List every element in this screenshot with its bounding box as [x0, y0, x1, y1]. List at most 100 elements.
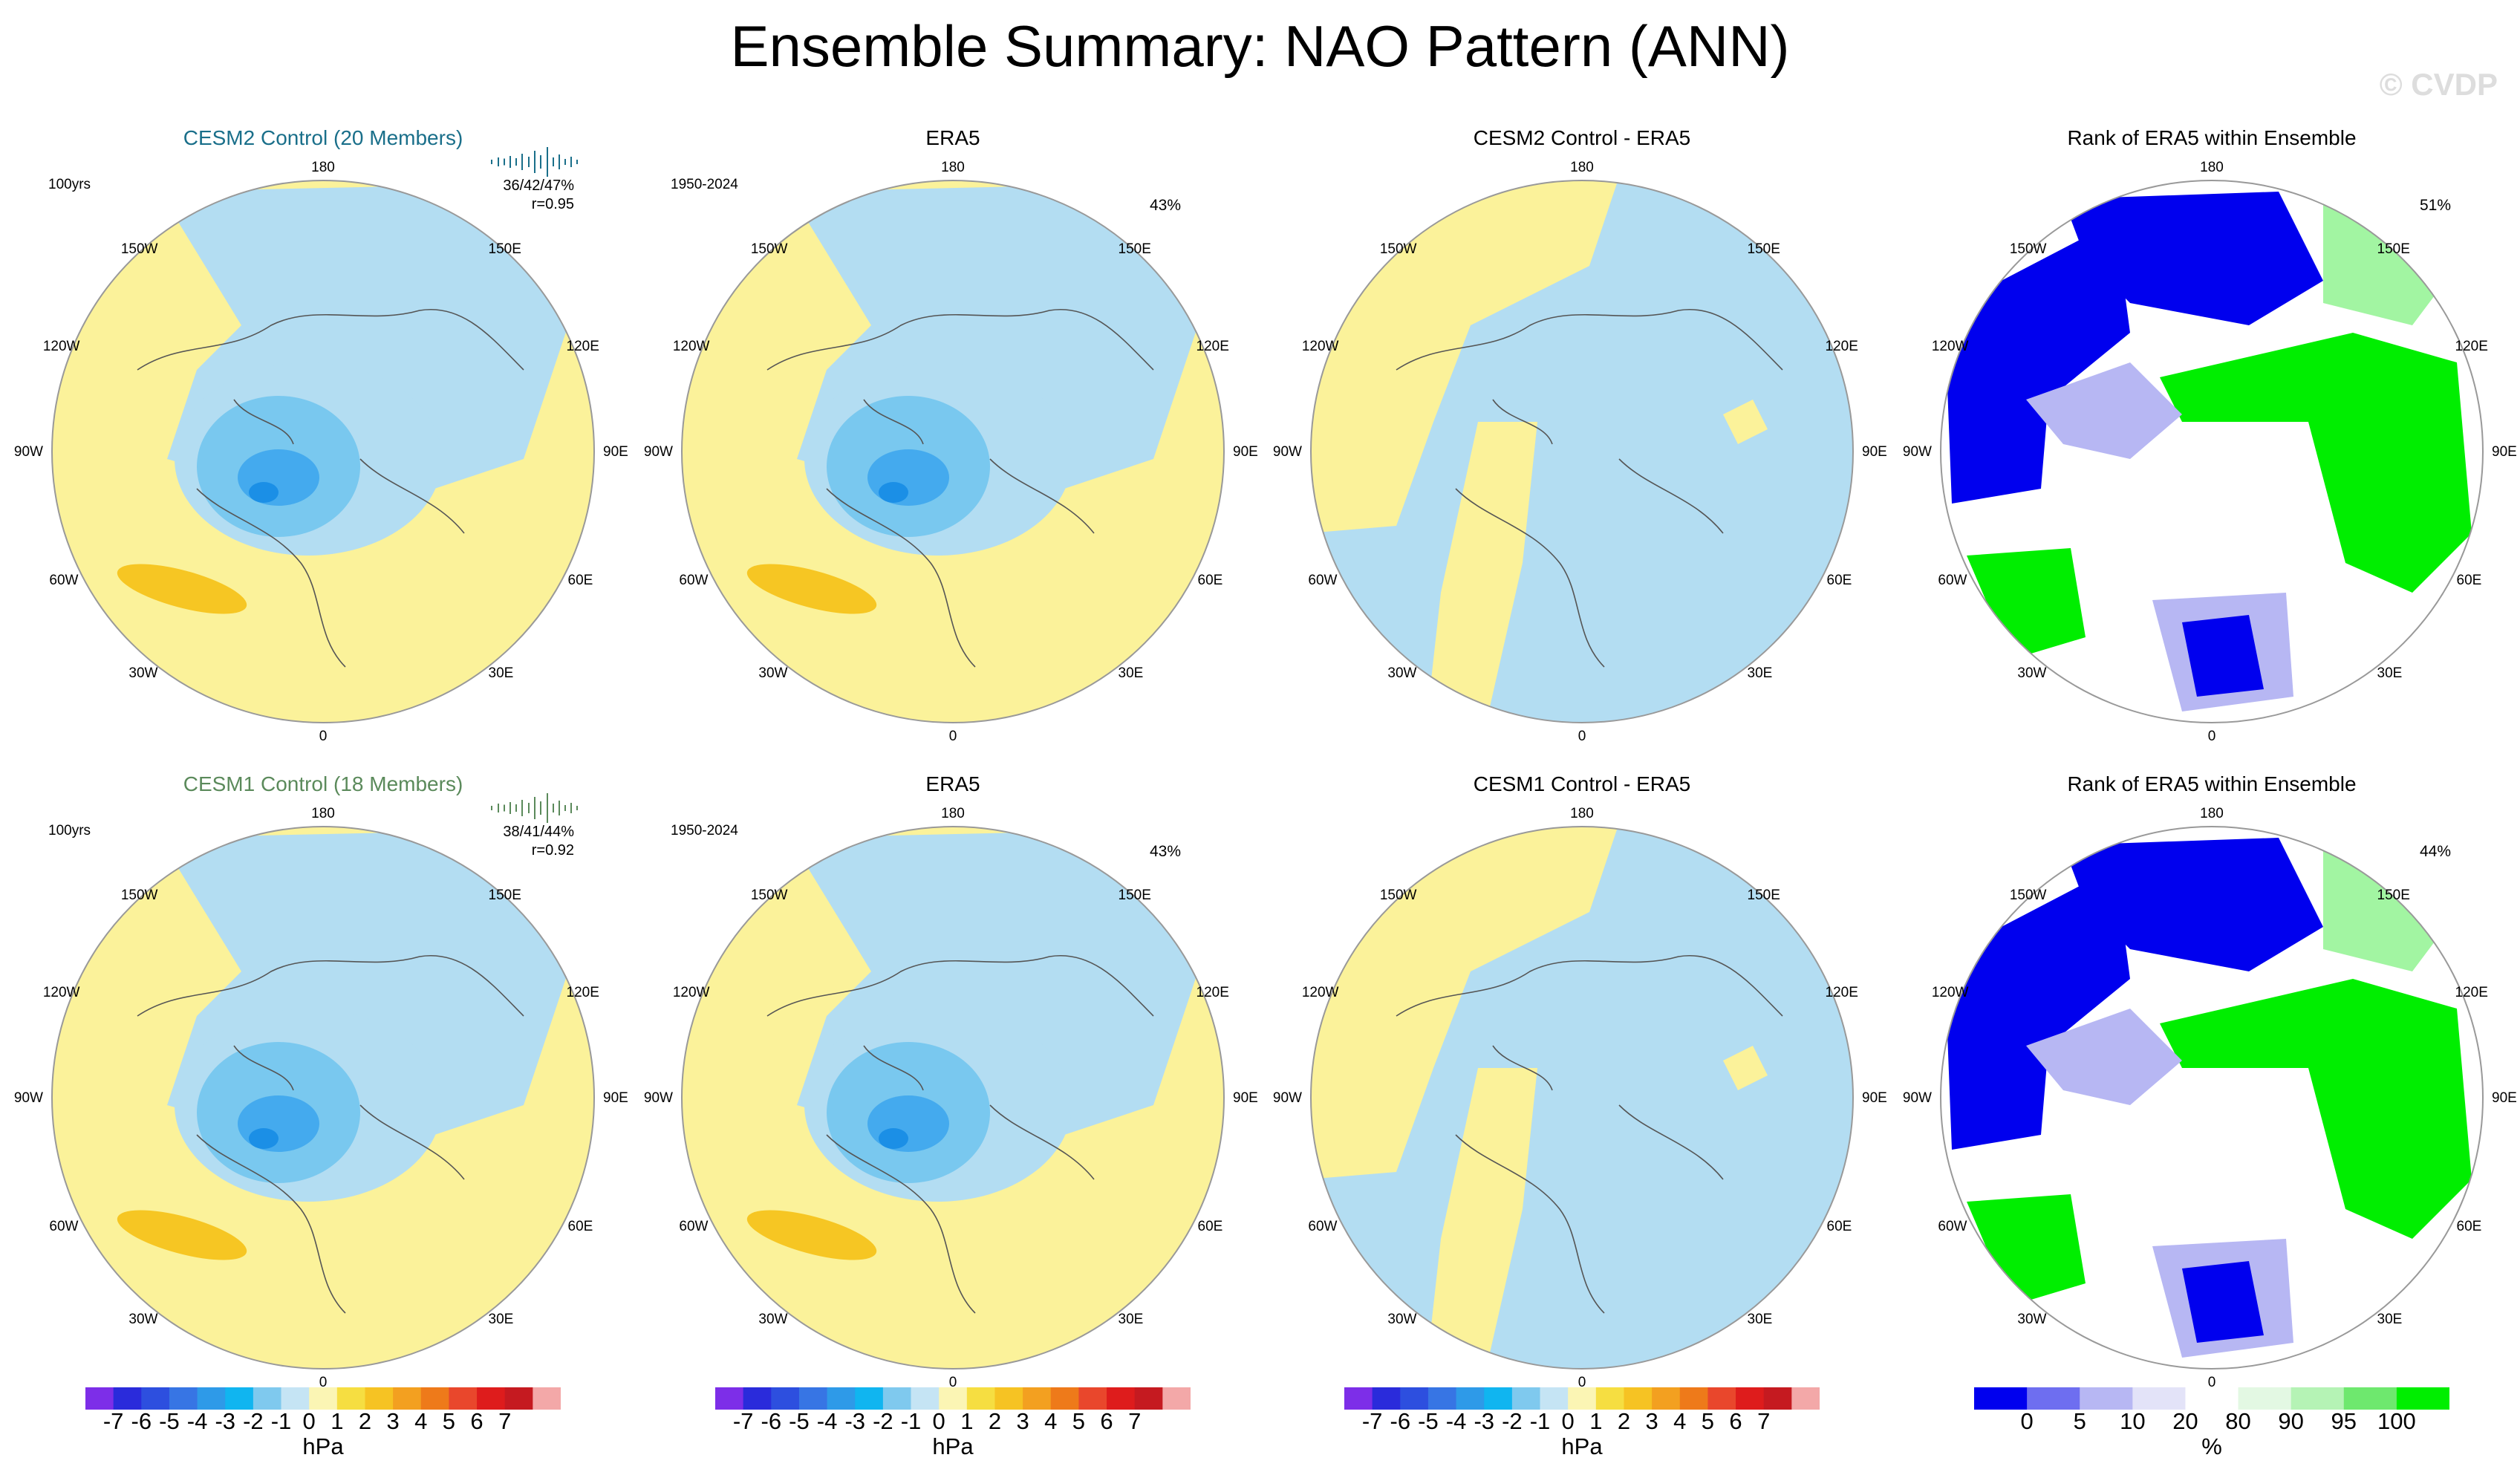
panel-era5b-period: 1950-2024 — [671, 823, 738, 838]
panel-rank2-lon-l60: 60W — [1938, 572, 1967, 588]
panel-rank2-map — [1940, 180, 2484, 723]
panel-rank2-lon-r30: 30E — [2377, 665, 2403, 681]
panel-diff2-lon-r120: 120E — [1825, 338, 1858, 354]
colorbar-hpa-tick: -7 — [102, 1408, 124, 1434]
colorbar-rank-tick: 90 — [2278, 1408, 2304, 1434]
colorbar-hpa-tick: -6 — [1390, 1408, 1411, 1434]
colorbar-hpa-tick: -6 — [761, 1408, 782, 1434]
colorbar-rank-unit: % — [2201, 1433, 2222, 1459]
colorbar-hpa-tick: -5 — [159, 1408, 180, 1434]
panel-cesm1-lon-l30: 30W — [128, 1311, 158, 1327]
panel-era5a-title: ERA5 — [925, 126, 980, 149]
panel-era5a-period: 1950-2024 — [671, 177, 738, 192]
panel-diff1-lon-bottom: 0 — [1578, 1375, 1586, 1390]
panel-cesm1-lon-r150: 150E — [488, 888, 521, 904]
panel-cesm2-lon-r150: 150E — [488, 241, 521, 258]
panel-era5a-percent: 43% — [1150, 197, 1182, 214]
panel-diff1-lon-top: 180 — [1570, 806, 1594, 821]
panel-rank1-lon-r120: 120E — [2455, 984, 2488, 1000]
panel-rank2-title: Rank of ERA5 within Ensemble — [2067, 126, 2357, 149]
colorbar-rank-tick: 95 — [2331, 1408, 2357, 1434]
colorbar-hpa-tick: 7 — [498, 1408, 512, 1434]
panel-rank1-lon-l120: 120W — [1931, 984, 1969, 1000]
panel-rank2-lon-l150: 150W — [2009, 241, 2047, 258]
panel-diff2-lon-l60: 60W — [1308, 572, 1338, 588]
colorbar-hpa-tick: -4 — [186, 1408, 208, 1434]
panel-rank2-lon-top: 180 — [2200, 160, 2224, 175]
panel-diff2-lon-l150: 150W — [1379, 241, 1417, 258]
colorbar-hpa-tick: -1 — [1529, 1408, 1551, 1434]
panel-diff2-lon-l30: 30W — [1387, 665, 1417, 681]
panel-rank1-lon-l60: 60W — [1938, 1218, 1967, 1234]
page-title: Ensemble Summary: NAO Pattern (ANN) — [730, 13, 1790, 79]
panel-cesm1-lon-l150: 150W — [120, 888, 158, 904]
panel-diff2-lon-r90: 90E — [1862, 444, 1887, 460]
panel-era5a-lon-l90: 90W — [643, 444, 673, 460]
panel-diff1-lon-l30: 30W — [1387, 1311, 1417, 1327]
panel-cesm2-map — [51, 180, 595, 723]
colorbar-hpa-tick: 4 — [1044, 1408, 1058, 1434]
panel-cesm2-lon-l60: 60W — [49, 572, 79, 588]
panel-diff1-lon-r60: 60E — [1826, 1218, 1852, 1234]
panel-diff1-lon-l90: 90W — [1272, 1090, 1302, 1106]
colorbar-hpa-tick: 0 — [932, 1408, 945, 1434]
panel-diff2-title: CESM2 Control - ERA5 — [1473, 126, 1691, 149]
panel-rank1-percent: 44% — [2420, 843, 2452, 860]
panel-cesm1-period: 100yrs — [48, 823, 91, 838]
panel-rank1-lon-l90: 90W — [1902, 1090, 1932, 1106]
colorbar-hpa-tick: 5 — [1701, 1408, 1715, 1434]
colorbar-rank-tick: 20 — [2172, 1408, 2198, 1434]
panel-rank1-lon-r30: 30E — [2377, 1311, 2403, 1327]
panel-diff1-lon-l120: 120W — [1301, 984, 1339, 1000]
panel-era5b-lon-r30: 30E — [1118, 1311, 1144, 1327]
panel-era5b-lon-bottom: 0 — [948, 1375, 957, 1390]
colorbar-hpa — [715, 1387, 1191, 1410]
colorbar-hpa-tick: -1 — [270, 1408, 292, 1434]
panel-era5b-lon-r60: 60E — [1197, 1218, 1223, 1234]
panel-era5b-lon-l60: 60W — [679, 1218, 709, 1234]
colorbar-rank-tick: 80 — [2225, 1408, 2251, 1434]
panel-rank1-lon-l150: 150W — [2009, 888, 2047, 904]
panel-diff1-lon-r150: 150E — [1747, 888, 1780, 904]
panel-cesm1-lon-l120: 120W — [42, 984, 80, 1000]
panel-cesm2-lon-l90: 90W — [13, 444, 43, 460]
panel-cesm2-lon-top: 180 — [311, 160, 335, 175]
colorbar-hpa-tick: 2 — [358, 1408, 372, 1434]
panel-diff1-lon-r120: 120E — [1825, 984, 1858, 1000]
panel-cesm1-lon-r60: 60E — [567, 1218, 593, 1234]
panel-rank2-lon-bottom: 0 — [2207, 729, 2216, 744]
panel-cesm2-lon-l120: 120W — [42, 338, 80, 354]
panel-diff2-lon-bottom: 0 — [1578, 729, 1586, 744]
panel-cesm2-lon-r120: 120E — [566, 338, 599, 354]
panel-diff2-lon-r150: 150E — [1747, 241, 1780, 258]
colorbar-hpa-tick: 1 — [331, 1408, 344, 1434]
panel-era5a-map — [681, 180, 1225, 723]
panel-rank2-percent: 51% — [2420, 197, 2452, 214]
panel-era5a-lon-r60: 60E — [1197, 572, 1223, 588]
panel-era5a-lon-r30: 30E — [1118, 665, 1144, 681]
panel-cesm2-lon-l150: 150W — [120, 241, 158, 258]
panel-cesm1-stat-corr: r=0.92 — [531, 842, 574, 859]
panel-era5b-title: ERA5 — [925, 772, 980, 795]
colorbar-hpa-tick: -3 — [1474, 1408, 1495, 1434]
panel-era5b-lon-l150: 150W — [750, 888, 788, 904]
panel-cesm1-map — [51, 826, 595, 1370]
panel-diff2-map — [1310, 180, 1854, 723]
panel-rank1-lon-top: 180 — [2200, 806, 2224, 821]
colorbar-hpa-tick: -2 — [243, 1408, 264, 1434]
panel-rank1-map — [1940, 826, 2484, 1370]
panel-cesm1-lon-r30: 30E — [488, 1311, 514, 1327]
panel-era5a-lon-top: 180 — [941, 160, 965, 175]
panel-diff2-lon-top: 180 — [1570, 160, 1594, 175]
panel-era5b-lon-r90: 90E — [1233, 1090, 1258, 1106]
colorbar-hpa-tick: 2 — [988, 1408, 1002, 1434]
colorbar-hpa-tick: 3 — [386, 1408, 400, 1434]
panel-era5a-lon-bottom: 0 — [948, 729, 957, 744]
panel-cesm1-lon-r90: 90E — [603, 1090, 628, 1106]
panel-era5b-lon-l120: 120W — [672, 984, 710, 1000]
panel-era5a-lon-l30: 30W — [758, 665, 788, 681]
colorbar-hpa-unit: hPa — [932, 1433, 974, 1459]
colorbar-hpa-tick: 2 — [1617, 1408, 1631, 1434]
panel-diff1-lon-r30: 30E — [1747, 1311, 1773, 1327]
panel-rank2-lon-r60: 60E — [2456, 572, 2482, 588]
